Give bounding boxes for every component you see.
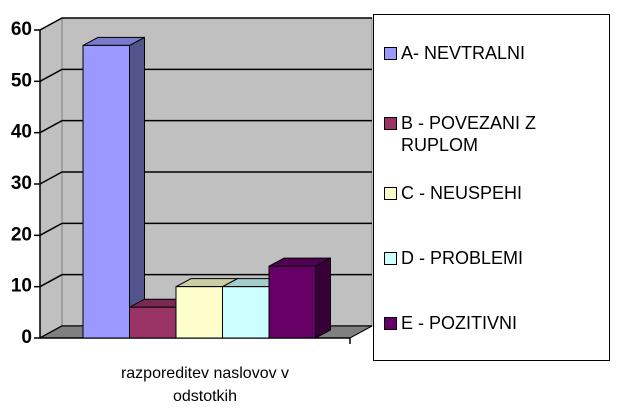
y-tick-label: 60	[11, 19, 32, 40]
legend: A- NEVTRALNI B - POVEZANI Z RUPLOM C - NEU…	[373, 14, 610, 361]
bar	[129, 306, 177, 339]
legend-swatch	[384, 187, 397, 200]
legend-swatch	[384, 47, 397, 60]
legend-label: E - POZITIVNI	[401, 313, 518, 333]
grid-line	[39, 171, 372, 185]
y-tick-label: 0	[21, 327, 32, 348]
legend-swatch	[384, 252, 397, 265]
bar	[222, 286, 270, 339]
category-label: razporeditev naslovov v odstotkih	[120, 365, 290, 405]
legend-item: E - POZITIVNI	[384, 312, 591, 334]
legend-label: B - POVEZANI Z RUPLOM	[401, 113, 537, 155]
y-tick-label: 50	[11, 70, 32, 91]
legend-label: C - NEUSPEHI	[401, 183, 523, 203]
bar	[268, 265, 316, 339]
legend-item: C - NEUSPEHI	[384, 182, 591, 204]
legend-label: A- NEVTRALNI	[401, 43, 526, 63]
legend-swatch	[384, 117, 397, 130]
grid-line	[39, 68, 372, 82]
legend-item: D - PROBLEMI	[384, 247, 591, 269]
bar	[175, 286, 223, 339]
y-tick-label: 30	[11, 173, 32, 194]
legend-label: D - PROBLEMI	[401, 248, 524, 268]
bar-side	[129, 36, 145, 339]
bar-side	[315, 257, 331, 339]
grid-line	[39, 222, 372, 236]
bar	[82, 44, 130, 339]
y-tick-label: 10	[11, 276, 32, 297]
legend-item: A- NEVTRALNI	[384, 42, 591, 64]
legend-swatch	[384, 317, 397, 330]
y-tick-label: 40	[11, 122, 32, 143]
grid-line	[39, 119, 372, 134]
y-tick-label: 20	[11, 224, 32, 245]
legend-item: B - POVEZANI Z RUPLOM	[384, 112, 591, 156]
grid-line	[39, 17, 372, 31]
